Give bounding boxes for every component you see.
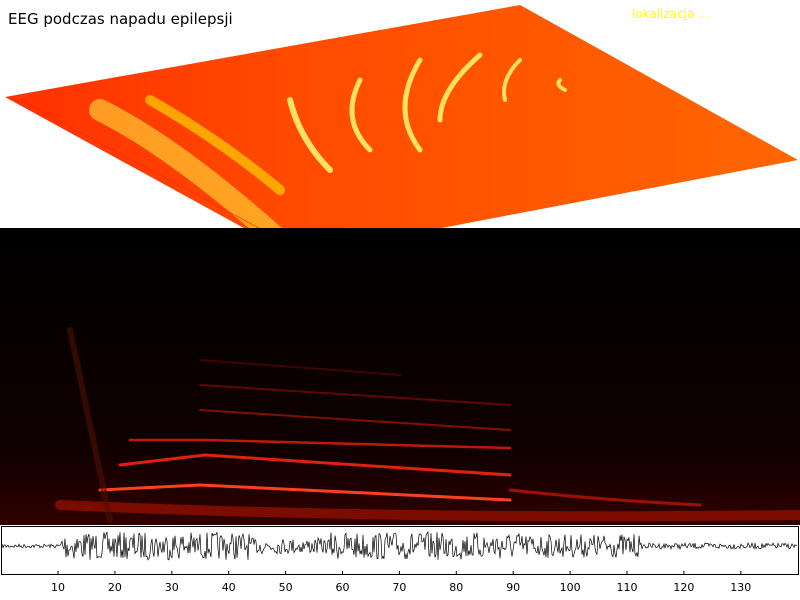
spectrogram bbox=[0, 228, 800, 525]
tick-label: 10 bbox=[51, 581, 65, 594]
tick-label: 50 bbox=[279, 581, 293, 594]
tick-label: 110 bbox=[617, 581, 638, 594]
annotation: lokalizacja ... bbox=[632, 7, 710, 21]
tick-label: 40 bbox=[222, 581, 236, 594]
tick-label: 70 bbox=[392, 581, 406, 594]
spectrogram-lines bbox=[55, 327, 800, 523]
tick-label: 100 bbox=[560, 581, 581, 594]
tick-label: 90 bbox=[506, 581, 520, 594]
tick-label: 120 bbox=[673, 581, 694, 594]
tick-label: 20 bbox=[108, 581, 122, 594]
surface bbox=[5, 5, 798, 256]
tick-label: 60 bbox=[336, 581, 350, 594]
tick-label: 130 bbox=[730, 581, 751, 594]
surface-ridges bbox=[19, 52, 567, 261]
waveform bbox=[1, 530, 798, 561]
title: EEG podczas napadu epilepsji bbox=[8, 10, 233, 28]
tick-label: 80 bbox=[449, 581, 463, 594]
tick-label: 30 bbox=[165, 581, 179, 594]
